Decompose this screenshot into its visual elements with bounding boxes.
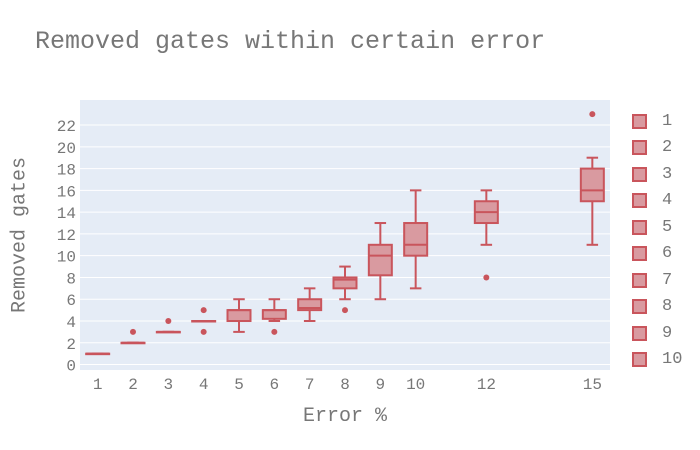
x-tick-label: 3 <box>164 376 174 394</box>
legend-label: 3 <box>662 164 673 184</box>
x-tick-label: 6 <box>270 376 280 394</box>
x-tick-label: 10 <box>406 376 425 394</box>
x-tick-labels: 1 2 3 4 5 6 7 8 9 10 12 15 <box>93 376 602 394</box>
box-series-8 <box>332 265 358 314</box>
legend-swatch-icon <box>632 113 647 129</box>
legend-item[interactable]: 8 <box>632 294 682 321</box>
box-series-3 <box>155 318 181 334</box>
legend-label: 8 <box>662 297 673 317</box>
x-tick-label: 1 <box>93 376 103 394</box>
x-tick-label: 2 <box>128 376 138 394</box>
legend-item[interactable]: 10 <box>632 347 682 374</box>
box-series-2 <box>120 328 146 345</box>
gridlines <box>80 124 610 366</box>
box-series-6 <box>261 298 287 335</box>
legend-label: 5 <box>662 217 673 237</box>
legend-item[interactable]: 4 <box>632 188 682 215</box>
box-body <box>332 276 358 290</box>
legend-swatch-icon <box>632 246 647 262</box>
box-series-4 <box>191 307 217 335</box>
legend-swatch-icon <box>632 166 647 182</box>
box-series-1 <box>85 352 111 356</box>
box-series-9 <box>367 222 393 301</box>
x-tick-label: 12 <box>477 376 496 394</box>
plot-area <box>80 100 610 370</box>
legend-label: 2 <box>662 138 673 158</box>
y-tick-label: 2 <box>66 336 76 354</box>
legend-swatch-icon <box>632 140 647 156</box>
y-tick-label: 0 <box>66 358 76 376</box>
y-tick-label: 16 <box>57 183 76 201</box>
legend-label: 7 <box>662 270 673 290</box>
legend-item[interactable]: 2 <box>632 135 682 162</box>
legend-label: 9 <box>662 323 673 343</box>
y-tick-label: 18 <box>57 162 76 180</box>
box-body <box>579 167 605 203</box>
legend-label: 10 <box>662 350 683 370</box>
y-tick-label: 6 <box>66 292 76 310</box>
box-body <box>297 298 323 312</box>
box-body <box>261 309 287 320</box>
box-series-10 <box>403 189 429 290</box>
box-series-12 <box>473 189 499 281</box>
legend-item[interactable]: 6 <box>632 241 682 268</box>
x-tick-label: 9 <box>376 376 386 394</box>
x-tick-label: 7 <box>305 376 315 394</box>
x-tick-label: 5 <box>234 376 244 394</box>
legend-item[interactable]: 9 <box>632 320 682 347</box>
outlier-point <box>271 328 278 335</box>
legend-label: 1 <box>662 111 673 131</box>
legend-label: 4 <box>662 191 673 211</box>
legend-swatch-icon <box>632 352 647 368</box>
y-tick-label: 10 <box>57 249 76 267</box>
box-body <box>403 222 429 257</box>
x-tick-label: 15 <box>583 376 602 394</box>
legend-label: 6 <box>662 244 673 264</box>
boxes <box>85 111 605 356</box>
legend-swatch-icon <box>632 193 647 209</box>
outlier-point <box>165 318 172 325</box>
y-tick-label: 22 <box>57 118 76 136</box>
outlier-point <box>342 307 348 314</box>
y-tick-label: 12 <box>57 227 76 245</box>
box-body <box>226 309 252 323</box>
legend-item[interactable]: 1 <box>632 108 682 135</box>
x-tick-label: 8 <box>340 376 350 394</box>
chart-title: Removed gates within certain error <box>35 27 546 56</box>
box-series-15 <box>579 111 605 246</box>
legend-swatch-icon <box>632 219 647 235</box>
outlier-point <box>200 328 207 335</box>
x-tick-label: 4 <box>199 376 209 394</box>
legend-swatch-icon <box>632 272 647 288</box>
legend-swatch-icon <box>632 325 647 341</box>
legend-item[interactable]: 7 <box>632 267 682 294</box>
y-tick-label: 14 <box>57 205 76 223</box>
y-tick-labels: 0 2 4 6 8 10 12 14 16 18 20 22 <box>57 118 76 376</box>
legend-item[interactable]: 3 <box>632 161 682 188</box>
box-body <box>367 243 393 277</box>
outlier-point <box>483 274 490 281</box>
legend-swatch-icon <box>632 299 647 315</box>
outlier-point <box>589 111 596 118</box>
x-axis-label: Error % <box>302 405 388 428</box>
y-tick-label: 8 <box>66 270 76 288</box>
box-series-5 <box>226 298 252 333</box>
outlier-point <box>130 328 136 335</box>
box-series-7 <box>297 287 323 323</box>
outlier-point <box>200 307 207 314</box>
legend-item[interactable]: 5 <box>632 214 682 241</box>
y-tick-label: 20 <box>57 140 76 158</box>
y-tick-label: 4 <box>66 314 76 332</box>
legend: 1 2 3 4 5 6 7 8 9 10 <box>632 108 682 373</box>
